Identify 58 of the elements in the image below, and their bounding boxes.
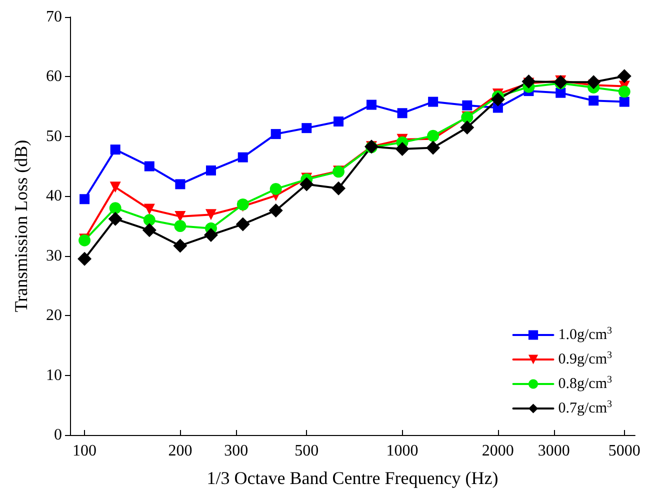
point xyxy=(427,130,440,142)
y-tick-label: 0 xyxy=(54,426,62,444)
point xyxy=(395,142,410,156)
y-tick-label: 10 xyxy=(46,366,62,384)
point xyxy=(619,96,630,107)
point xyxy=(144,161,154,172)
point xyxy=(236,217,250,232)
point xyxy=(300,177,314,192)
point xyxy=(522,74,536,88)
point xyxy=(109,202,122,214)
x-axis-title: 1/3 Octave Band Centre Frequency (Hz) xyxy=(206,468,498,488)
point xyxy=(556,88,566,98)
point xyxy=(206,165,216,176)
point xyxy=(397,108,408,118)
point xyxy=(618,86,630,98)
point xyxy=(366,100,376,110)
x-tick-label: 1000 xyxy=(386,442,418,460)
y-tick-label: 30 xyxy=(46,247,62,264)
point xyxy=(110,144,120,155)
y-tick-label: 60 xyxy=(46,68,62,86)
x-tick-label: 3000 xyxy=(538,442,570,460)
y-axis-title: Transmission Loss (dB) xyxy=(11,140,31,312)
point xyxy=(270,182,282,195)
point xyxy=(270,129,281,140)
point xyxy=(174,220,186,232)
point xyxy=(426,140,440,155)
point xyxy=(143,214,156,226)
y-tick-label: 20 xyxy=(46,307,62,324)
point xyxy=(586,75,601,90)
point xyxy=(80,194,90,204)
point xyxy=(174,210,186,222)
point xyxy=(142,223,156,238)
point xyxy=(332,181,346,196)
point xyxy=(110,182,121,193)
x-tick-label: 2000 xyxy=(482,442,514,460)
point xyxy=(173,238,188,253)
x-tick-label: 100 xyxy=(72,442,97,460)
point xyxy=(334,116,344,126)
x-tick-label: 200 xyxy=(168,442,192,460)
y-tick-label: 50 xyxy=(46,128,62,145)
point xyxy=(588,96,599,106)
point xyxy=(617,69,632,84)
point xyxy=(144,204,155,215)
point xyxy=(302,123,312,134)
point xyxy=(78,252,92,266)
point xyxy=(428,96,438,107)
point xyxy=(268,203,283,218)
x-tick-label: 300 xyxy=(224,442,248,460)
x-tick-label: 5000 xyxy=(608,442,640,460)
point xyxy=(204,228,218,242)
y-tick-label: 70 xyxy=(46,8,62,26)
x-tick-label: 500 xyxy=(294,442,319,460)
point xyxy=(175,179,186,190)
y-tick-label: 40 xyxy=(46,188,62,205)
point xyxy=(238,152,248,162)
point xyxy=(490,92,505,106)
point xyxy=(108,212,122,226)
point xyxy=(205,209,216,220)
